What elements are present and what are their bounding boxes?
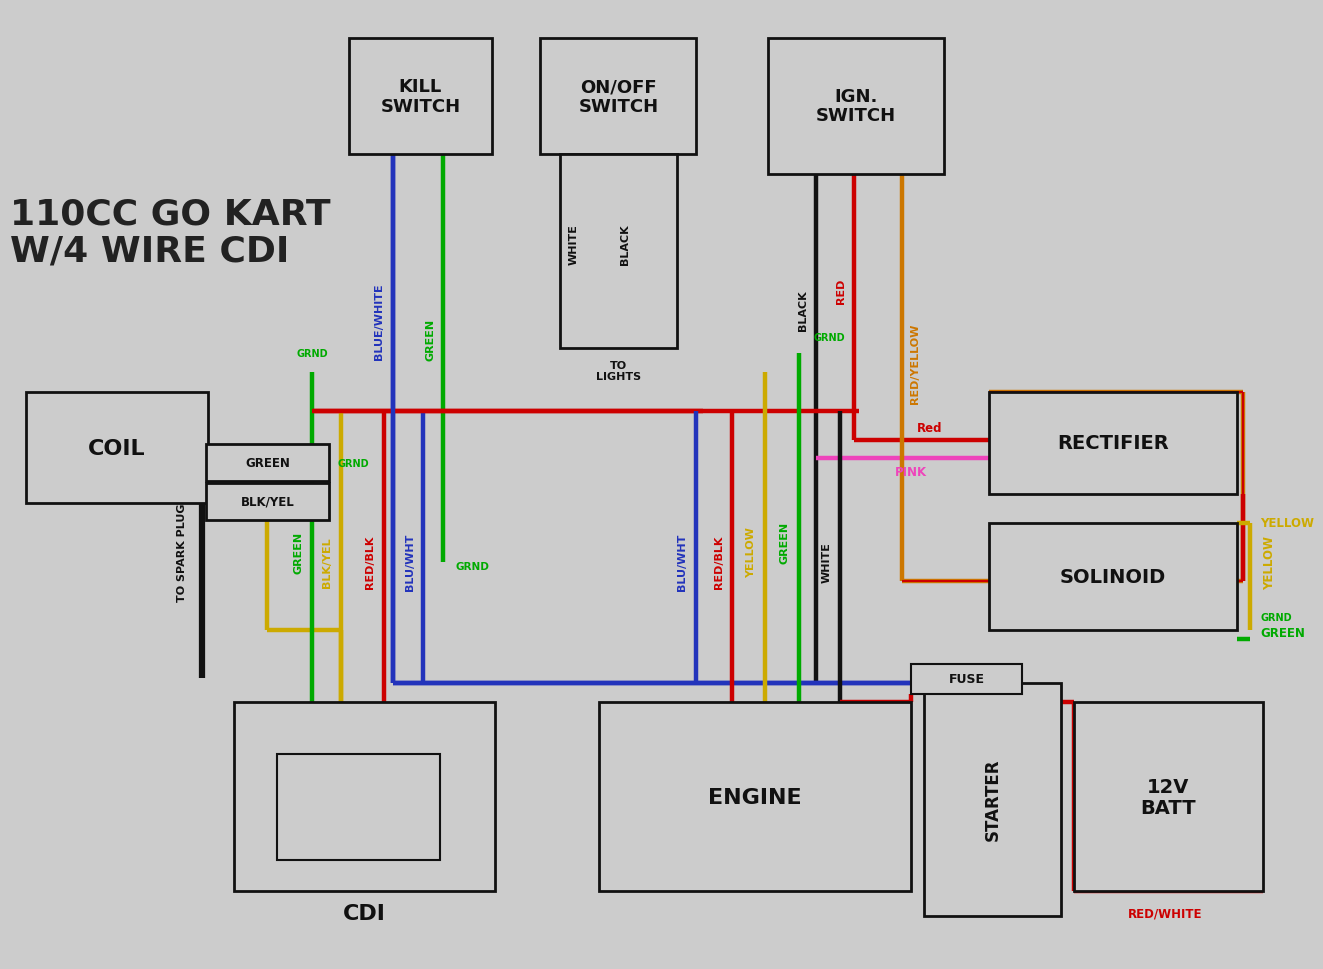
Bar [278, 754, 441, 860]
Bar [560, 155, 677, 349]
Text: GRND: GRND [296, 349, 328, 359]
Text: COIL: COIL [89, 438, 146, 458]
Text: 110CC GO KART
W/4 WIRE CDI: 110CC GO KART W/4 WIRE CDI [11, 198, 331, 267]
Text: IGN.
SWITCH: IGN. SWITCH [816, 88, 896, 125]
Text: RED/BLK: RED/BLK [365, 535, 374, 589]
Text: ON/OFF
SWITCH: ON/OFF SWITCH [578, 78, 659, 115]
Text: Red: Red [917, 422, 942, 435]
Text: RED/BLK: RED/BLK [713, 535, 724, 589]
Text: GREEN: GREEN [1259, 626, 1304, 640]
Text: GRND: GRND [814, 332, 845, 342]
Text: 12V
BATT: 12V BATT [1140, 777, 1196, 817]
Text: BLACK: BLACK [620, 224, 630, 265]
Text: SOLINOID: SOLINOID [1060, 567, 1166, 586]
Text: RED: RED [836, 278, 845, 303]
Bar [599, 703, 912, 891]
Bar [925, 683, 1061, 916]
Bar [912, 665, 1021, 694]
Text: BLU/WHT: BLU/WHT [677, 533, 687, 591]
Text: YELLOW: YELLOW [1259, 516, 1314, 530]
Bar [990, 392, 1237, 494]
Bar [234, 703, 495, 891]
Text: KILL
SWITCH: KILL SWITCH [381, 78, 460, 115]
Text: GRND: GRND [1259, 612, 1291, 622]
Bar [349, 39, 492, 155]
Bar [205, 484, 329, 520]
Text: WHITE: WHITE [822, 542, 832, 582]
Text: TO SPARK PLUG: TO SPARK PLUG [177, 503, 188, 602]
Bar [205, 445, 329, 482]
Text: RED/YELLOW: RED/YELLOW [910, 324, 921, 403]
Text: BLUE/WHITE: BLUE/WHITE [374, 284, 384, 359]
Text: WHITE: WHITE [569, 224, 579, 265]
Bar [769, 39, 943, 174]
Text: BLU/WHT: BLU/WHT [405, 533, 415, 591]
Text: GREEN: GREEN [781, 521, 790, 564]
Text: CDI: CDI [343, 903, 386, 922]
Text: RED/WHITE: RED/WHITE [1129, 906, 1203, 920]
Bar [540, 39, 696, 155]
Text: TO
LIGHTS: TO LIGHTS [595, 360, 640, 382]
Text: FUSE: FUSE [949, 672, 984, 686]
Text: ENGINE: ENGINE [708, 787, 802, 807]
Text: RECTIFIER: RECTIFIER [1057, 434, 1170, 453]
Text: GRND: GRND [337, 458, 369, 468]
Text: STARTER: STARTER [983, 758, 1002, 841]
Text: GRND: GRND [455, 562, 490, 572]
Text: GREEN: GREEN [245, 456, 290, 470]
Bar [26, 392, 208, 504]
Text: GREEN: GREEN [426, 318, 435, 360]
Text: PINK: PINK [896, 465, 927, 479]
Text: YELLOW: YELLOW [746, 527, 757, 578]
Text: GREEN: GREEN [294, 531, 303, 574]
Text: YELLOW: YELLOW [1262, 535, 1275, 589]
Text: BLK/YEL: BLK/YEL [321, 537, 332, 587]
Text: BLACK: BLACK [798, 290, 808, 330]
Text: BLK/YEL: BLK/YEL [241, 495, 295, 509]
Bar [990, 523, 1237, 630]
Bar [1074, 703, 1262, 891]
